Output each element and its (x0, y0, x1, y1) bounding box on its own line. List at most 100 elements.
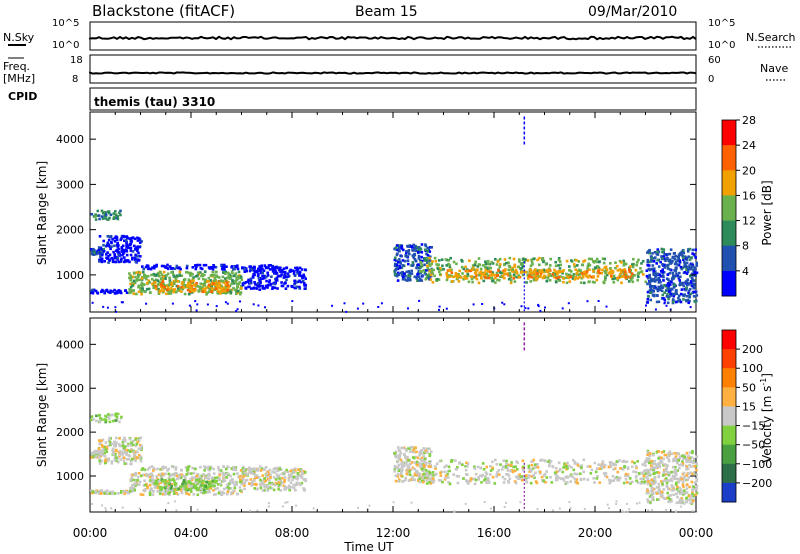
power-echo-cell (215, 285, 219, 288)
power-echo-cell (176, 285, 180, 288)
power-echo-cell (520, 266, 524, 270)
velocity-echo-cell (692, 495, 695, 499)
velocity-echo-cell (125, 451, 129, 455)
power-echo-cell (101, 252, 104, 255)
power-echo-cell (551, 273, 554, 276)
velocity-echo-cell (683, 489, 686, 492)
power-echo-cell (677, 300, 680, 303)
power-echo-cell (398, 258, 401, 261)
power-echo-cell (450, 268, 453, 271)
velocity-echo-cell (649, 484, 653, 488)
velocity-echo-cell (646, 489, 649, 492)
velocity-echo-cell (263, 486, 267, 489)
velocity-echo-cell (690, 456, 693, 459)
power-echo-cell (498, 279, 501, 282)
velocity-echo-cell (676, 490, 680, 493)
power-echo-cell (149, 267, 153, 271)
x-tick-label: 16:00 (477, 526, 512, 540)
velocity-echo-cell (152, 469, 155, 472)
velocity-echo-cell (104, 458, 108, 461)
power-echo-cell (491, 273, 495, 277)
velocity-echo-cell (685, 458, 689, 461)
power-echo-cell (111, 290, 115, 293)
velocity-echo-cell (508, 477, 512, 481)
velocity-echo-cell (175, 486, 179, 490)
velocity-echo-cell (609, 463, 612, 466)
velocity-echo-cell (677, 501, 681, 504)
power-echo-cell (553, 268, 556, 272)
velocity-echo-cell (482, 468, 486, 471)
power-echo-cell (661, 274, 665, 277)
velocity-echo-cell (277, 485, 280, 489)
power-echo-cell (531, 272, 534, 275)
velocity-echo-cell (123, 492, 126, 496)
power-echo-cell (142, 283, 145, 286)
velocity-echo-cell (119, 458, 122, 461)
velocity-echo-cell (182, 480, 186, 484)
velocity-echo-cell (670, 452, 674, 456)
velocity-echo-cell (200, 474, 204, 477)
power-echo-cell (236, 282, 239, 286)
power-echo-cell (401, 259, 405, 262)
power-echo-cell (629, 271, 633, 275)
velocity-echo-cell (683, 454, 686, 457)
velocity-colorbar-tick-label: −50 (742, 439, 765, 452)
power-echo-cell (483, 271, 487, 274)
velocity-echo-cell (688, 485, 691, 489)
power-echo-cell (183, 284, 187, 287)
power-echo-cell (166, 286, 170, 289)
power-echo-cell (668, 252, 672, 256)
velocity-echo-cell (202, 488, 206, 492)
velocity-echo-cell (152, 467, 155, 470)
power-echo-cell (129, 282, 132, 286)
velocity-echo-cell (564, 476, 568, 479)
power-echo-cell (108, 245, 112, 248)
power-echo-cell (631, 263, 634, 266)
power-echo-cell (304, 283, 307, 287)
velocity-echo-cell (429, 463, 432, 467)
power-echo-cell (664, 259, 667, 262)
velocity-echo-cell (691, 472, 694, 476)
power-echo-cell (180, 290, 183, 293)
power-echo-cell (654, 270, 657, 273)
power-echo-cell (210, 266, 213, 269)
power-echo-cell (187, 284, 191, 288)
velocity-echo-cell (693, 487, 697, 491)
velocity-echo-cell (139, 474, 143, 478)
power-echo-cell (539, 309, 542, 312)
power-echo-cell (687, 289, 691, 293)
velocity-echo-cell (689, 498, 692, 502)
velocity-echo-cell (422, 464, 426, 467)
velocity-echo-cell (167, 467, 170, 471)
power-echo-cell (393, 258, 397, 262)
power-echo-cell (211, 270, 214, 274)
power-echo-cell (240, 278, 244, 282)
velocity-echo-cell (521, 468, 525, 472)
power-echo-cell (213, 265, 216, 269)
power-echo-cell (528, 268, 532, 272)
velocity-echo-cell (199, 465, 202, 469)
velocity-echo-cell (489, 473, 492, 476)
velocity-echo-cell (501, 468, 504, 471)
velocity-echo-cell (113, 492, 117, 495)
power-echo-cell (394, 269, 397, 272)
power-echo-cell (429, 278, 433, 281)
power-echo-cell (603, 275, 607, 278)
power-echo-cell (680, 288, 684, 291)
velocity-echo-cell (259, 478, 262, 482)
velocity-echo-cell (677, 452, 681, 455)
power-echo-cell (690, 256, 693, 259)
velocity-echo-cell (186, 466, 189, 469)
velocity-colorbar-tick-label: 15 (742, 400, 756, 413)
power-echo-cell (682, 249, 685, 253)
power-echo-cell (538, 270, 542, 273)
power-echo-cell (275, 278, 278, 282)
velocity-echo-cell (250, 484, 253, 487)
power-echo-cell (256, 270, 259, 274)
power-echo-cell (276, 287, 279, 290)
velocity-echo-cell (545, 476, 549, 479)
velocity-echo-cell (594, 470, 598, 474)
velocity-echo-cell (138, 456, 142, 459)
power-echo-cell (155, 273, 158, 277)
power-echo-cell (684, 264, 688, 268)
